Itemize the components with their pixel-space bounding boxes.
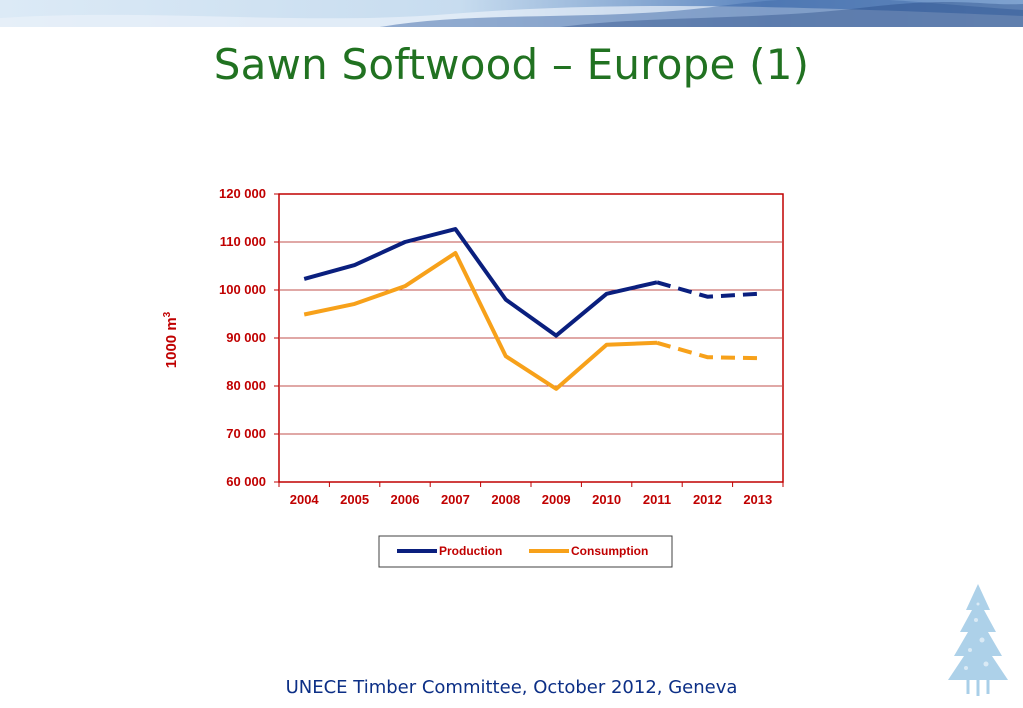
x-tick-label: 2013 [743, 492, 772, 507]
slide-footer: UNECE Timber Committee, October 2012, Ge… [285, 677, 738, 698]
y-tick-label: 90 000 [226, 330, 266, 345]
x-tick-label: 2007 [441, 492, 470, 507]
x-tick-label: 2008 [491, 492, 520, 507]
series-line-production [303, 227, 658, 338]
y-tick-label: 60 000 [226, 474, 266, 489]
y-axis-label-superscript: 3 [162, 311, 173, 317]
slide-title: Sawn Softwood – Europe (1) [213, 40, 810, 89]
gridlines [274, 193, 783, 483]
x-tick-label: 2010 [592, 492, 621, 507]
y-tick-label: 80 000 [226, 378, 266, 393]
y-axis-label: 1000 m3 [162, 311, 180, 368]
legend-label-production: Production [439, 544, 502, 558]
tree-logo [948, 584, 1008, 696]
y-tick-label: 120 000 [219, 186, 266, 201]
x-tick-label: 2012 [693, 492, 722, 507]
x-tick-label: 2009 [542, 492, 571, 507]
legend-label-consumption: Consumption [571, 544, 648, 558]
x-axis-tick-labels: 2004 2005 2006 2007 2008 2009 2010 2011 2012 2013 [290, 492, 773, 507]
y-axis-tick-labels: 60 000 70 000 80 000 90 000 100 000 110 000 12… [219, 186, 266, 489]
series-lines [303, 227, 758, 391]
y-axis-label-base: 1000 m [163, 317, 180, 368]
decorative-top-banner [0, 0, 1023, 27]
x-tick-label: 2006 [391, 492, 420, 507]
x-axis-ticks [278, 482, 784, 487]
x-tick-label: 2004 [290, 492, 320, 507]
x-tick-label: 2005 [340, 492, 369, 507]
chart-legend: Production Consumption [378, 535, 673, 568]
series-line-consumption [303, 251, 658, 391]
y-tick-label: 70 000 [226, 426, 266, 441]
y-tick-label: 100 000 [219, 282, 266, 297]
x-tick-label: 2011 [643, 492, 671, 507]
y-tick-label: 110 000 [220, 234, 266, 249]
